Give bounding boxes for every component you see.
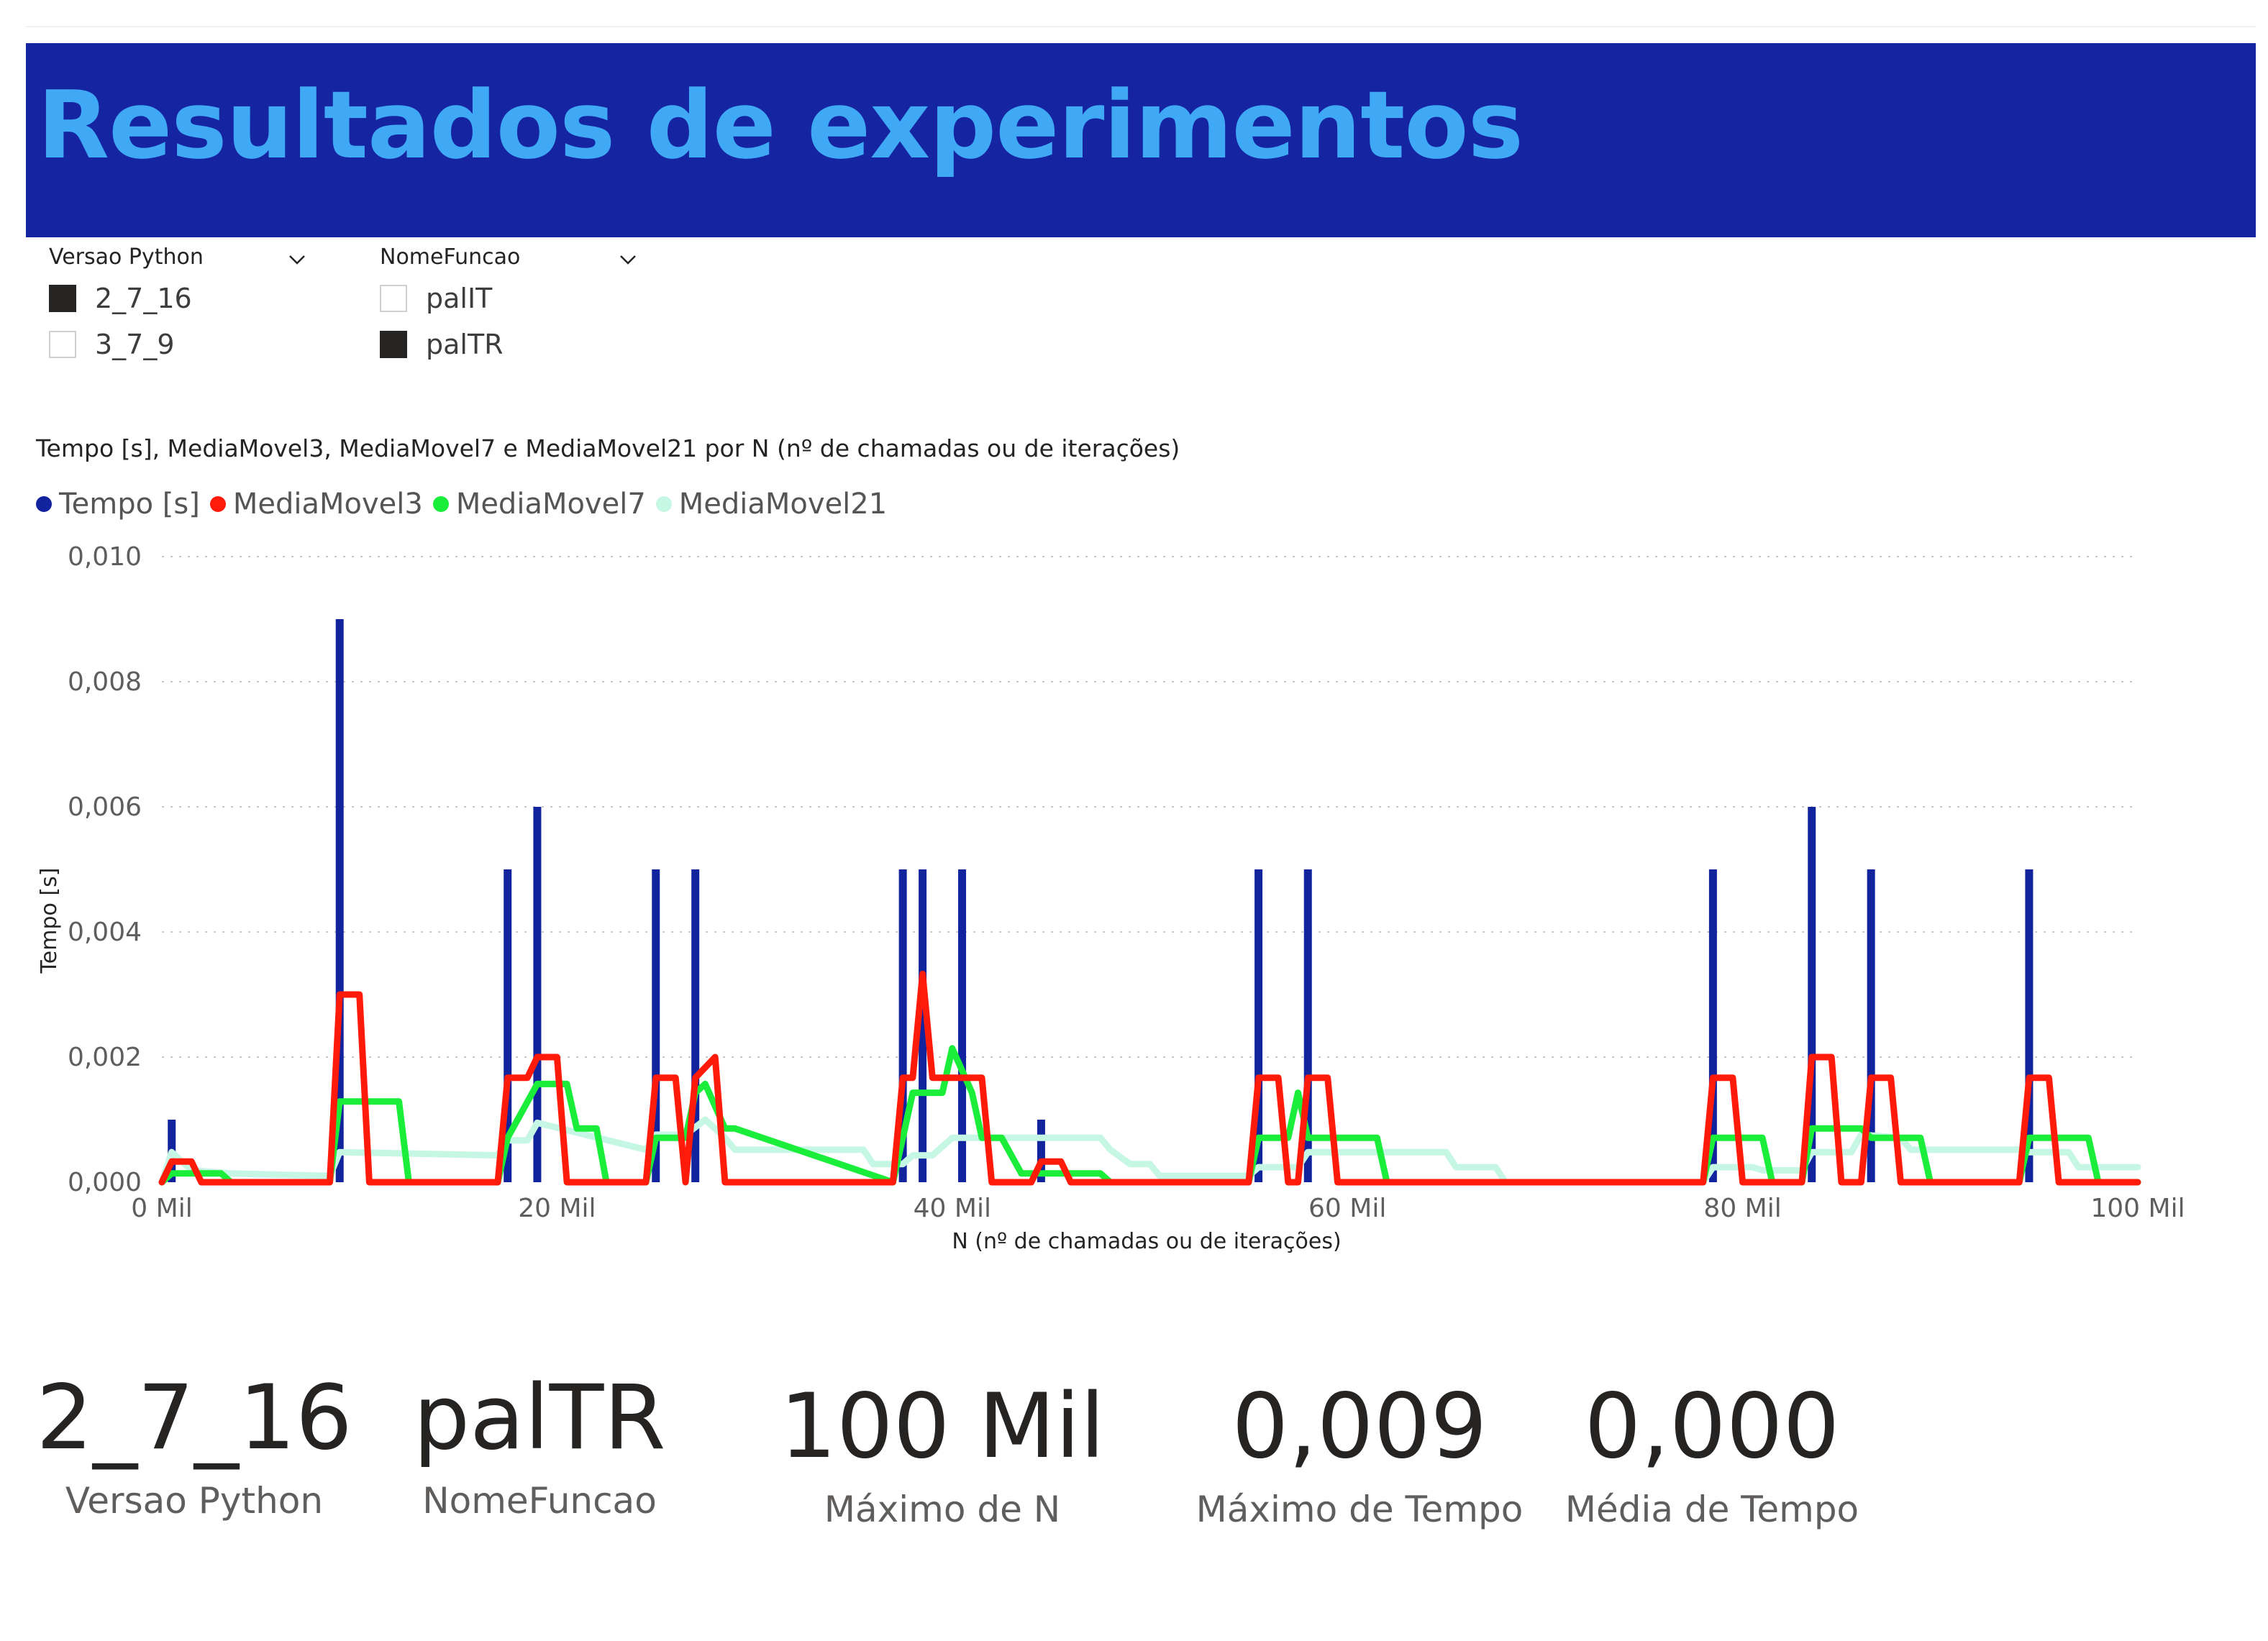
card-maximo-de-tempo: 0,009 Máximo de Tempo	[1172, 1382, 1547, 1530]
tempo-spike-bar	[1708, 869, 1717, 1182]
x-tick-label: 80 Mil	[1703, 1194, 1781, 1223]
slicer-title: NomeFuncao	[380, 244, 521, 270]
y-tick-label: 0,002	[68, 1043, 142, 1072]
y-tick-label: 0,010	[68, 542, 142, 572]
card-value: palTR	[413, 1366, 666, 1470]
slicer-versao-python: Versao Python 2_7_16 3_7_9	[26, 237, 328, 381]
x-tick-label: 40 Mil	[914, 1194, 991, 1223]
legend-item-mediamovel7[interactable]: MediaMovel7	[432, 488, 646, 521]
page-title: Resultados de experimentos	[37, 70, 1524, 180]
chevron-down-icon[interactable]	[619, 250, 637, 269]
card-label: NomeFuncao	[422, 1480, 657, 1522]
legend-label: Tempo [s]	[59, 488, 200, 521]
card-nome-funcao: palTR NomeFuncao	[381, 1373, 698, 1522]
tempo-spike-bar	[1254, 869, 1263, 1182]
y-tick-label: 0,000	[68, 1168, 142, 1197]
chart-title: Tempo [s], MediaMovel3, MediaMovel7 e Me…	[36, 434, 1180, 462]
top-divider	[26, 26, 2256, 27]
card-value: 100 Mil	[780, 1375, 1105, 1478]
slicer-item-label: palIT	[426, 283, 493, 314]
tempo-spike-bar	[898, 869, 907, 1182]
tempo-spike-bar	[504, 869, 512, 1182]
legend-label: MediaMovel21	[678, 488, 888, 521]
x-axis-label: N (nº de chamadas ou de iterações)	[952, 1229, 1341, 1254]
slicer-item-label: 3_7_9	[95, 329, 175, 360]
tempo-spike-bar	[652, 869, 660, 1182]
gridlines	[162, 556, 2138, 1058]
card-value: 0,000	[1584, 1375, 1840, 1478]
card-label: Versao Python	[65, 1480, 324, 1522]
card-versao-python: 2_7_16 Versao Python	[29, 1373, 360, 1522]
card-value: 2_7_16	[36, 1366, 352, 1470]
tempo-spike-bar	[919, 869, 927, 1182]
tempo-spike-bar	[533, 807, 542, 1182]
card-label: Média de Tempo	[1565, 1489, 1859, 1530]
tempo-spike-bar	[691, 869, 700, 1182]
x-tick-label: 0 Mil	[131, 1194, 192, 1223]
x-tick-label: 60 Mil	[1308, 1194, 1386, 1223]
legend-dot-icon	[36, 496, 52, 512]
slicer-item-palit[interactable]: palIT	[380, 282, 492, 315]
legend-item-mediamovel3[interactable]: MediaMovel3	[209, 488, 423, 521]
legend-dot-icon	[655, 496, 672, 512]
series-line-mediamovel3	[158, 970, 2141, 1186]
checkbox[interactable]	[380, 331, 407, 358]
checkbox[interactable]	[380, 285, 407, 312]
x-tick-label: 100 Mil	[2090, 1194, 2185, 1223]
legend-label: MediaMovel3	[232, 488, 423, 521]
header-banner: Resultados de experimentos	[26, 43, 2256, 237]
checkbox[interactable]	[49, 331, 76, 358]
tempo-spike-bar	[1037, 1120, 1045, 1182]
series-layer	[158, 619, 2141, 1186]
legend-label: MediaMovel7	[455, 488, 646, 521]
legend-dot-icon	[432, 496, 449, 512]
slicer-item-2-7-16[interactable]: 2_7_16	[49, 282, 192, 315]
checkbox[interactable]	[49, 285, 76, 312]
y-axis-label: Tempo [s]	[37, 868, 62, 974]
slicer-title: Versao Python	[49, 244, 204, 270]
tempo-spike-bar	[335, 619, 344, 1182]
tempo-spike-bar	[1867, 869, 1875, 1182]
y-tick-label: 0,004	[68, 918, 142, 947]
y-tick-label: 0,006	[68, 792, 142, 822]
slicer-item-label: 2_7_16	[95, 283, 192, 314]
x-tick-label: 20 Mil	[518, 1194, 596, 1223]
legend-dot-icon	[209, 496, 226, 512]
tempo-spike-bar	[1808, 807, 1816, 1182]
y-tick-label: 0,008	[68, 667, 142, 697]
slicer-item-paltr[interactable]: palTR	[380, 328, 504, 361]
line-chart: 0,000 0,002 0,004 0,006 0,008 0,010 0 Mil 20 M…	[37, 542, 2185, 1254]
tempo-spike-bar	[1303, 869, 1312, 1182]
card-maximo-de-n: 100 Mil Máximo de N	[748, 1382, 1137, 1530]
slicer-item-3-7-9[interactable]: 3_7_9	[49, 328, 175, 361]
slicer-item-label: palTR	[426, 329, 504, 360]
card-label: Máximo de N	[824, 1489, 1061, 1530]
tempo-spike-bar	[2025, 869, 2034, 1182]
card-value: 0,009	[1231, 1375, 1488, 1478]
chevron-down-icon[interactable]	[288, 250, 306, 269]
card-label: Máximo de Tempo	[1196, 1489, 1524, 1530]
card-media-de-tempo: 0,000 Média de Tempo	[1547, 1382, 1877, 1530]
tempo-spike-bar	[958, 869, 967, 1182]
x-axis-ticks: 0 Mil 20 Mil 40 Mil 60 Mil 80 Mil 100 Mil	[131, 1194, 2185, 1223]
legend-item-mediamovel21[interactable]: MediaMovel21	[655, 488, 888, 521]
slicer-nome-funcao: NomeFuncao palIT palTR	[357, 237, 659, 381]
y-axis-ticks: 0,000 0,002 0,004 0,006 0,008 0,010	[68, 542, 142, 1197]
chart-legend: Tempo [s] MediaMovel3 MediaMovel7 MediaM…	[36, 486, 897, 522]
legend-item-tempo[interactable]: Tempo [s]	[36, 488, 200, 521]
